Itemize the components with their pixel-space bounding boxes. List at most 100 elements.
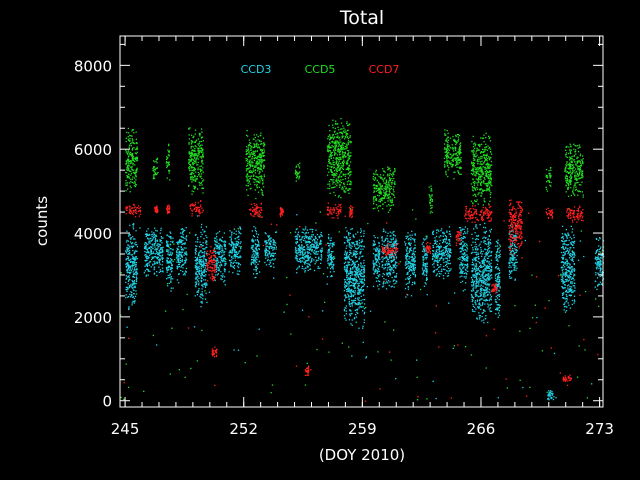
ccd3-point [387, 275, 389, 277]
ccd3-point [569, 264, 571, 266]
ccd3-point [132, 258, 135, 260]
scattered-point [558, 274, 560, 277]
ccd3-point [308, 246, 310, 248]
ccd3-point [443, 241, 445, 243]
ccd3-point [152, 257, 154, 259]
ccd3-point [383, 240, 385, 243]
ccd3-point [313, 238, 315, 241]
ccd3-point [185, 238, 187, 240]
ccd3-point [565, 234, 567, 236]
ccd3-point [571, 270, 573, 272]
scattered-point [453, 345, 455, 347]
ccd3-point [309, 248, 311, 250]
ccd3-point [178, 259, 180, 261]
ccd3-point [597, 257, 599, 259]
ccd3-point [301, 244, 303, 246]
ccd3-point [562, 257, 565, 259]
ccd3-point [516, 235, 518, 237]
ccd3-point [441, 268, 443, 270]
ccd3-point [159, 251, 162, 254]
ccd3-point [565, 268, 567, 271]
ccd3-point [129, 271, 131, 274]
ccd3-point [566, 244, 569, 246]
scattered-point [454, 292, 456, 294]
ccd3-point [564, 311, 567, 313]
ccd3-point [413, 264, 415, 266]
ccd3-point [349, 276, 351, 278]
ccd3-point [298, 248, 300, 250]
ccd3-point [184, 262, 187, 264]
scattered-point [237, 228, 239, 230]
ccd3-point [127, 255, 129, 258]
ccd3-point [346, 256, 348, 258]
ccd3-point [472, 249, 474, 251]
ccd3-point [196, 258, 199, 260]
ccd3-point [498, 290, 500, 292]
ccd3-point [381, 266, 383, 268]
ccd3-point [356, 269, 358, 271]
ccd3-point [482, 276, 484, 279]
ccd3-point [448, 257, 451, 259]
ccd3-point [135, 283, 137, 285]
ccd3-point [195, 281, 197, 283]
ccd3-point [145, 235, 147, 238]
ccd3-point [385, 282, 387, 284]
scattered-point [214, 384, 216, 386]
ccd3-point [345, 236, 348, 238]
scattered-point [166, 262, 168, 264]
ccd3-point [435, 252, 437, 255]
ccd3-point [509, 253, 511, 255]
ccd3-point [562, 247, 564, 250]
ccd3-point [361, 306, 363, 308]
ccd3-point [425, 256, 427, 259]
ccd5-point [133, 142, 135, 145]
ccd3-point [295, 243, 297, 245]
ccd3-point [355, 271, 357, 274]
ccd3-point [600, 254, 602, 256]
ccd3-point [224, 247, 226, 249]
ccd3-point [350, 289, 352, 291]
ccd3-point [172, 237, 174, 239]
ccd3-point [206, 246, 208, 249]
ccd3-point [476, 282, 478, 284]
ccd3-point [239, 227, 241, 230]
ccd5-point [130, 181, 132, 183]
ccd3-point [498, 251, 500, 254]
ccd3-point [182, 231, 184, 234]
ccd3-point [306, 244, 308, 246]
ccd3-point [363, 313, 365, 315]
ccd3-point [219, 248, 221, 250]
scattered-point [448, 302, 450, 304]
ccd3-point [407, 282, 409, 285]
ccd3-point [256, 258, 258, 261]
ccd3-point [197, 290, 199, 292]
ccd3-point [491, 267, 493, 269]
ccd3-point [372, 252, 375, 255]
ccd3-point [353, 266, 355, 268]
ccd3-point [361, 282, 363, 284]
ccd3-point [205, 240, 207, 242]
ccd3-point [296, 237, 298, 239]
ccd3-point [347, 262, 349, 264]
ccd3-point [377, 274, 379, 276]
ccd3-point [329, 239, 331, 242]
ccd3-point [599, 237, 601, 240]
ccd3-point [143, 247, 146, 249]
ccd3-point [598, 245, 600, 247]
ccd3-point [298, 236, 300, 238]
ccd3-point [569, 277, 571, 279]
ccd3-point [450, 268, 452, 270]
ccd3-point [383, 281, 385, 283]
ccd3-point [421, 250, 424, 252]
ccd3-point [348, 278, 350, 280]
ccd3-point [475, 257, 477, 259]
ccd3-point [311, 246, 313, 248]
ccd3-point [199, 255, 201, 257]
ccd3-point [599, 273, 601, 275]
ccd3-point [202, 259, 204, 261]
scattered-point [497, 397, 499, 399]
ccd3-point [128, 253, 130, 255]
ccd3-point [449, 269, 451, 272]
ccd3-point [236, 242, 238, 244]
ccd3-point [435, 255, 438, 257]
